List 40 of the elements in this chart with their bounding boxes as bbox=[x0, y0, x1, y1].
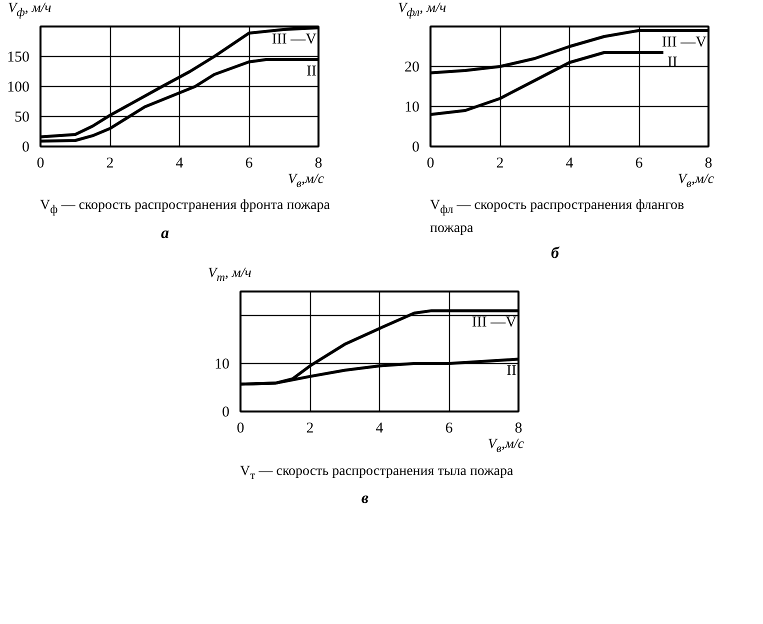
x-tick-label: 6 bbox=[445, 420, 454, 437]
x-tick-label: 8 bbox=[704, 155, 712, 172]
x-tick-label: 0 bbox=[36, 155, 44, 172]
y-tick-label: 20 bbox=[404, 59, 420, 76]
x-tick-label: 2 bbox=[496, 155, 504, 172]
y-tick-label: 100 bbox=[7, 79, 30, 96]
text: V$_{фл}$ — скорость распространения флангов пожара bbox=[429, 197, 686, 238]
x-tick-label: 6 bbox=[635, 155, 644, 172]
y-axis-title: V$_{т}$, м/ч bbox=[207, 266, 252, 286]
series-label: II bbox=[506, 363, 517, 380]
y-tick-label: 150 bbox=[7, 49, 30, 66]
x-tick-label: 8 bbox=[514, 420, 522, 437]
y-tick-label: 10 bbox=[404, 99, 420, 116]
text: в bbox=[360, 488, 370, 509]
series-label: II bbox=[306, 63, 317, 80]
x-axis-title: V$_{в}$,м/с bbox=[486, 436, 525, 457]
x-tick-label: 4 bbox=[376, 420, 384, 437]
text: V$_{т}$ — скорость распространения тыла пожара bbox=[239, 462, 514, 484]
series-label: III —V bbox=[472, 314, 517, 331]
series-label: III —V bbox=[272, 31, 317, 48]
x-tick-label: 0 bbox=[236, 420, 244, 437]
text: а bbox=[160, 224, 170, 244]
y-tick-label: 50 bbox=[14, 109, 30, 126]
text: V$_{ф}$ — скорость распространения фронта пожара bbox=[39, 197, 330, 218]
series-label: III —V bbox=[662, 34, 707, 50]
y-axis-title: V$_{ф}$, м/ч bbox=[7, 1, 52, 20]
y-tick-label: 0 bbox=[412, 139, 420, 156]
x-tick-label: 0 bbox=[426, 155, 434, 172]
x-tick-label: 4 bbox=[566, 155, 574, 172]
x-tick-label: 2 bbox=[106, 155, 114, 172]
y-tick-label: 0 bbox=[22, 139, 30, 156]
text: б bbox=[550, 244, 560, 264]
x-axis-title: V$_{в}$,м/с bbox=[676, 170, 715, 192]
x-tick-label: 2 bbox=[306, 420, 314, 437]
y-axis-title: V$_{фл}$, м/ч bbox=[397, 1, 448, 20]
x-tick-label: 8 bbox=[314, 155, 322, 172]
y-tick-label: 10 bbox=[214, 356, 230, 373]
x-tick-label: 4 bbox=[176, 155, 184, 172]
x-axis-title: V$_{в}$,м/с bbox=[286, 170, 325, 192]
x-tick-label: 6 bbox=[245, 155, 254, 172]
